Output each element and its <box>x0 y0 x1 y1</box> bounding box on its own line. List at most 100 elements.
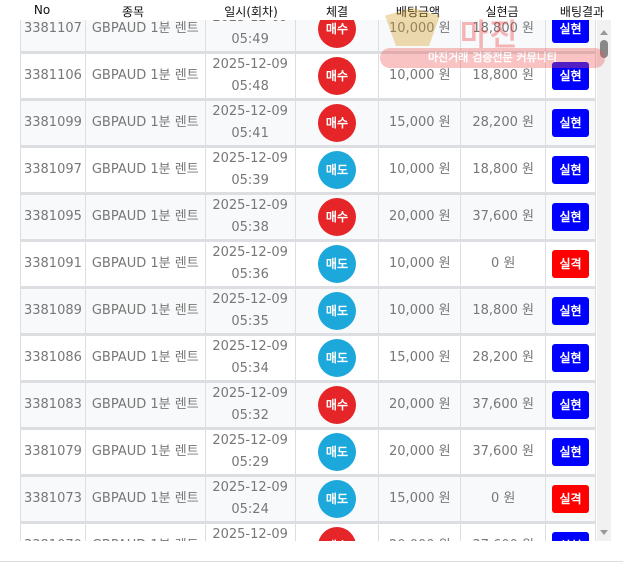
cell-item: GBPAUD 1분 렌트 <box>86 195 206 239</box>
order-number: 3381073 <box>23 491 82 506</box>
cell-no: 3381097 <box>20 148 86 192</box>
scrollbar-thumb[interactable] <box>600 40 608 58</box>
time: 05:38 <box>231 220 269 235</box>
result-badge[interactable]: 실현 <box>552 297 590 325</box>
cell-item: GBPAUD 1분 렌트 <box>86 289 206 333</box>
result-badge[interactable]: 실현 <box>552 109 590 137</box>
result-badge[interactable]: 실현 <box>552 438 590 466</box>
cell-bet: 15,000 원 <box>379 101 462 145</box>
table-row: 3381086 GBPAUD 1분 렌트 2025-12-09 05:34 매도 … <box>20 333 596 380</box>
cell-bet: 10,000 원 <box>379 148 462 192</box>
cell-bet: 10,000 원 <box>379 242 462 286</box>
table-row: 3381099 GBPAUD 1분 렌트 2025-12-09 05:41 매수 … <box>20 98 596 145</box>
cell-bet: 20,000 원 <box>379 524 462 541</box>
bet-amount: 10,000 원 <box>389 303 451 318</box>
cell-result: 실현 <box>546 54 596 98</box>
item-name: GBPAUD 1분 렌트 <box>91 303 199 318</box>
cell-datetime: 2025-12-09 05:48 <box>206 54 296 98</box>
datetime: 2025-12-09 05:36 <box>212 242 288 286</box>
cell-realized: 18,800 원 <box>461 20 547 51</box>
cell-datetime: 2025-12-09 05:36 <box>206 242 296 286</box>
result-badge[interactable]: 실현 <box>552 391 590 419</box>
order-number: 3381106 <box>23 68 82 83</box>
item-name: GBPAUD 1분 렌트 <box>91 162 199 177</box>
cell-datetime: 2025-12-09 05:24 <box>206 477 296 521</box>
cell-no: 3381073 <box>20 477 86 521</box>
position-badge: 매도 <box>317 151 356 189</box>
cell-position: 매도 <box>296 430 380 474</box>
cell-item: GBPAUD 1분 렌트 <box>86 101 206 145</box>
result-badge[interactable]: 실현 <box>552 62 590 90</box>
cell-datetime: 2025-12-09 05:35 <box>206 289 296 333</box>
table-row: 3381089 GBPAUD 1분 렌트 2025-12-09 05:35 매도 … <box>20 286 596 333</box>
order-number: 3381091 <box>23 256 82 271</box>
result-badge[interactable]: 실현 <box>552 532 590 541</box>
date: 2025-12-09 <box>212 527 288 541</box>
cell-position: 매도 <box>296 336 380 380</box>
result-badge[interactable]: 실현 <box>552 203 590 231</box>
bet-amount: 20,000 원 <box>389 444 451 459</box>
cell-position: 매도 <box>296 289 380 333</box>
cell-item: GBPAUD 1분 렌트 <box>86 148 206 192</box>
cell-result: 실현 <box>546 20 596 51</box>
date: 2025-12-09 <box>212 20 288 25</box>
time: 05:29 <box>231 455 269 470</box>
order-number: 3381107 <box>23 21 82 36</box>
table-row: 3381083 GBPAUD 1분 렌트 2025-12-09 05:32 매수 … <box>20 380 596 427</box>
cell-result: 실격 <box>546 477 596 521</box>
cell-realized: 18,800 원 <box>461 54 547 98</box>
item-name: GBPAUD 1분 렌트 <box>91 68 199 83</box>
cell-no: 3381091 <box>20 242 86 286</box>
datetime: 2025-12-09 05:24 <box>212 477 288 521</box>
bet-amount: 15,000 원 <box>389 350 451 365</box>
cell-bet: 10,000 원 <box>379 54 462 98</box>
time: 05:39 <box>231 173 269 188</box>
datetime: 2025-12-09 05:35 <box>212 289 288 333</box>
item-name: GBPAUD 1분 렌트 <box>91 21 199 36</box>
table-header: No 종목 일시(회차) 체결 배팅금액 실현금 배팅결과 <box>20 0 620 20</box>
cell-bet: 15,000 원 <box>379 477 462 521</box>
cell-datetime: 2025-12-09 05:29 <box>206 430 296 474</box>
item-name: GBPAUD 1분 렌트 <box>91 209 199 224</box>
result-badge[interactable]: 실현 <box>552 344 590 372</box>
order-number: 3381097 <box>23 162 82 177</box>
scroll-down-arrow-icon[interactable] <box>600 530 608 535</box>
result-badge[interactable]: 실현 <box>552 20 590 43</box>
scroll-up-arrow-icon[interactable] <box>600 30 608 35</box>
result-badge[interactable]: 실격 <box>552 485 590 513</box>
cell-realized: 0 원 <box>461 477 547 521</box>
cell-realized: 28,200 원 <box>461 101 547 145</box>
realized-amount: 18,800 원 <box>472 162 534 177</box>
date: 2025-12-09 <box>212 292 288 307</box>
cell-realized: 18,800 원 <box>461 148 547 192</box>
cell-bet: 20,000 원 <box>379 383 462 427</box>
cell-no: 3381089 <box>20 289 86 333</box>
order-number: 3381070 <box>24 535 82 541</box>
result-badge[interactable]: 실현 <box>552 156 590 184</box>
time: 05:48 <box>231 79 269 94</box>
cell-result: 실격 <box>546 242 596 286</box>
position-badge: 매수 <box>317 57 356 95</box>
cell-item: GBPAUD 1분 렌트 <box>86 336 206 380</box>
item-name: GBPAUD 1분 렌트 <box>91 350 199 365</box>
result-badge[interactable]: 실격 <box>552 250 590 278</box>
table-row: 3381091 GBPAUD 1분 렌트 2025-12-09 05:36 매도 … <box>20 239 596 286</box>
bet-amount: 15,000 원 <box>389 115 451 130</box>
position-badge: 매수 <box>317 20 356 48</box>
cell-datetime: 2025-12-09 05:38 <box>206 195 296 239</box>
bet-amount: 10,000 원 <box>389 68 451 83</box>
item-name: GBPAUD 1분 렌트 <box>91 115 199 130</box>
cell-result: 실현 <box>546 524 596 541</box>
cell-datetime: 2025-12-09 05:32 <box>206 383 296 427</box>
datetime: 2025-12-09 05:29 <box>212 430 288 474</box>
item-name: GBPAUD 1분 렌트 <box>91 397 199 412</box>
cell-no: 3381083 <box>20 383 86 427</box>
realized-amount: 37,600 원 <box>472 397 534 412</box>
cell-bet: 20,000 원 <box>379 195 462 239</box>
cell-result: 실현 <box>546 383 596 427</box>
table-row: 3381073 GBPAUD 1분 렌트 2025-12-09 05:24 매도 … <box>20 474 596 521</box>
scrollbar[interactable] <box>597 20 611 541</box>
cell-result: 실현 <box>546 148 596 192</box>
